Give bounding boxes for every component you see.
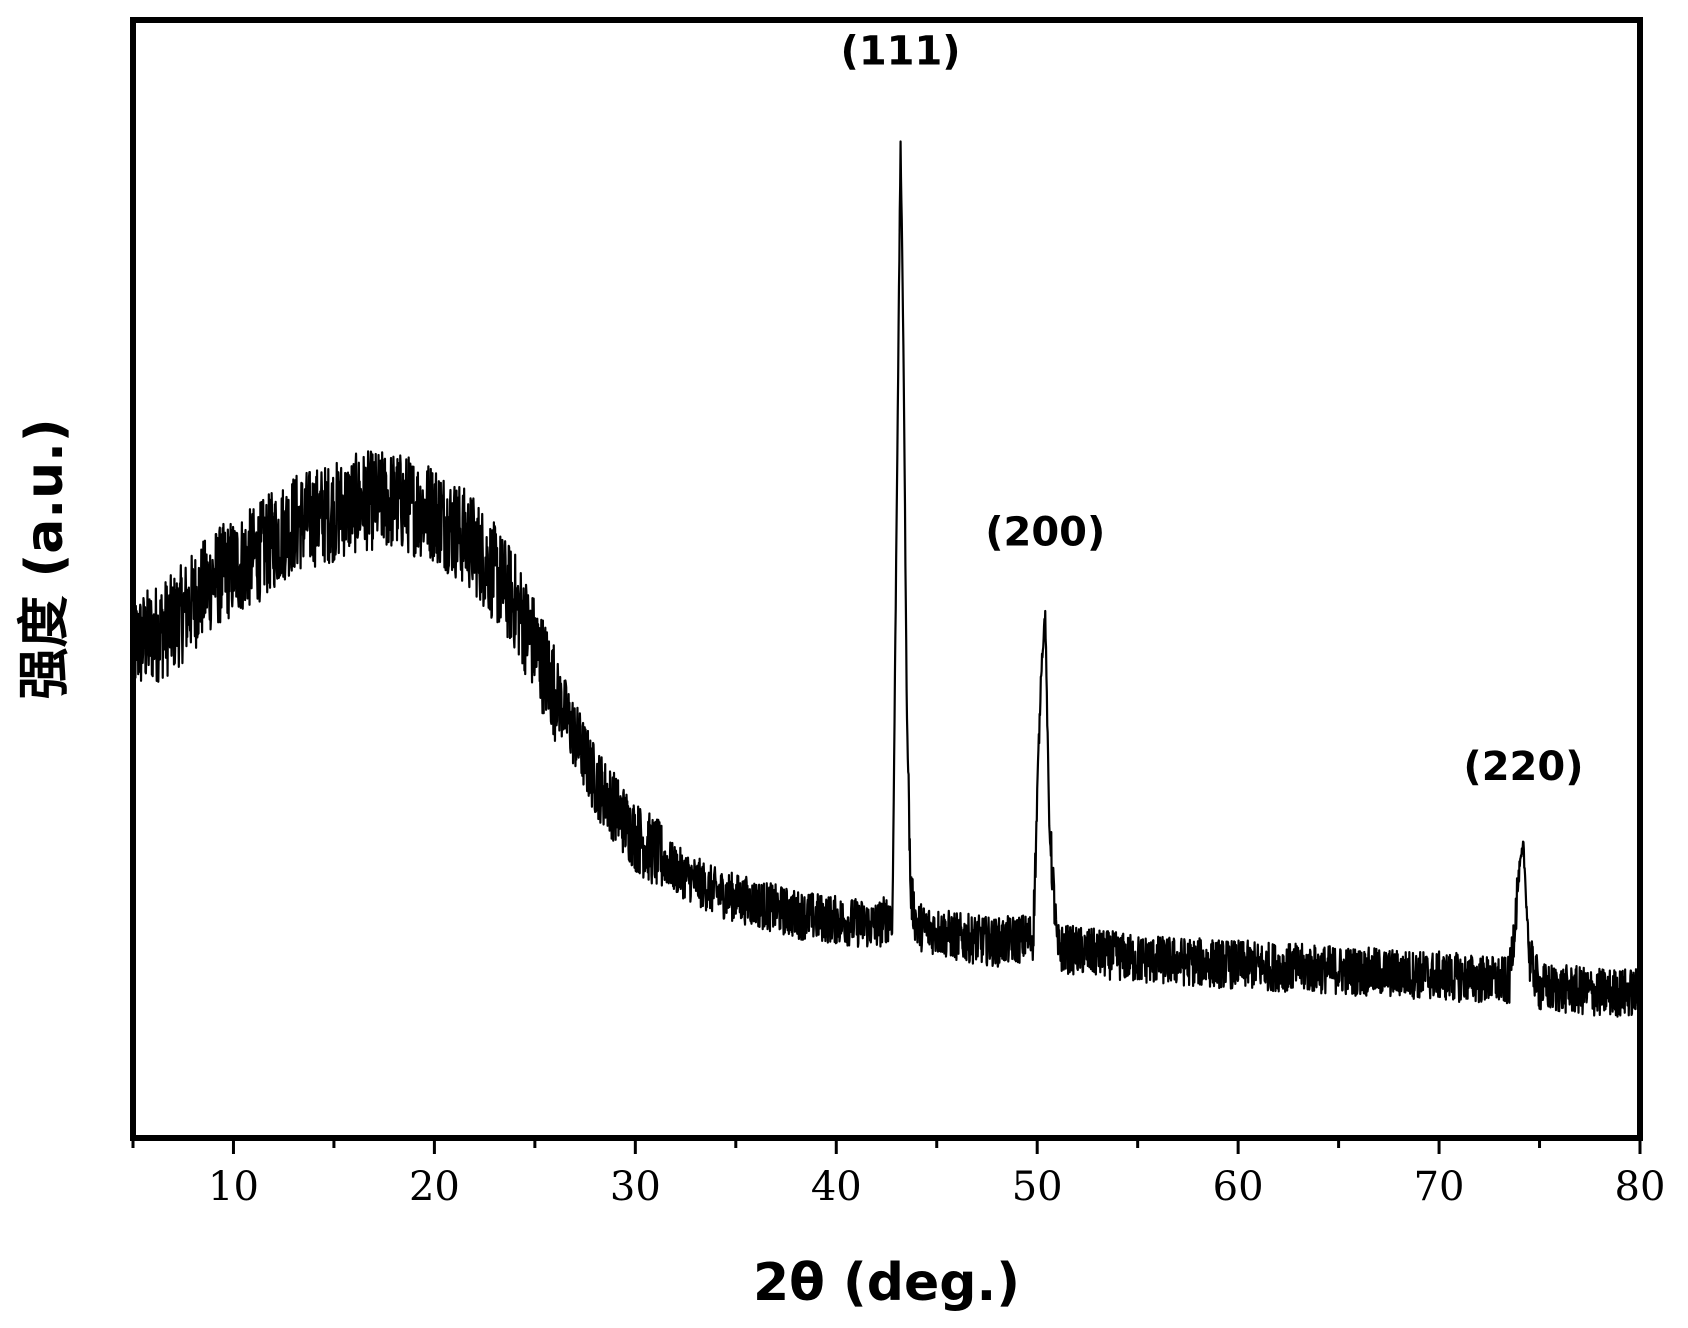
peak-label: (220) bbox=[1463, 744, 1583, 790]
x-tick-label: 40 bbox=[811, 1164, 862, 1210]
x-tick-label: 80 bbox=[1615, 1164, 1666, 1210]
y-axis-title: 强度 (a.u.) bbox=[15, 418, 75, 699]
x-axis-title: 2θ (deg.) bbox=[753, 1253, 1020, 1313]
x-tick-label: 30 bbox=[610, 1164, 661, 1210]
x-tick-label: 70 bbox=[1414, 1164, 1465, 1210]
x-tick-label: 10 bbox=[208, 1164, 259, 1210]
x-tick-label: 60 bbox=[1213, 1164, 1264, 1210]
plot-frame bbox=[130, 17, 1643, 1141]
peak-label: (200) bbox=[985, 509, 1105, 555]
plot-area bbox=[131, 140, 1642, 1018]
series-line bbox=[131, 140, 1642, 1018]
peak-annotations: (111) (200) (220) bbox=[841, 29, 1584, 791]
x-axis: 10 20 30 40 50 60 70 80 bbox=[131, 1138, 1666, 1210]
peak-label: (111) bbox=[841, 29, 961, 75]
x-tick-label: 20 bbox=[409, 1164, 460, 1210]
x-tick-label: 50 bbox=[1012, 1164, 1063, 1210]
